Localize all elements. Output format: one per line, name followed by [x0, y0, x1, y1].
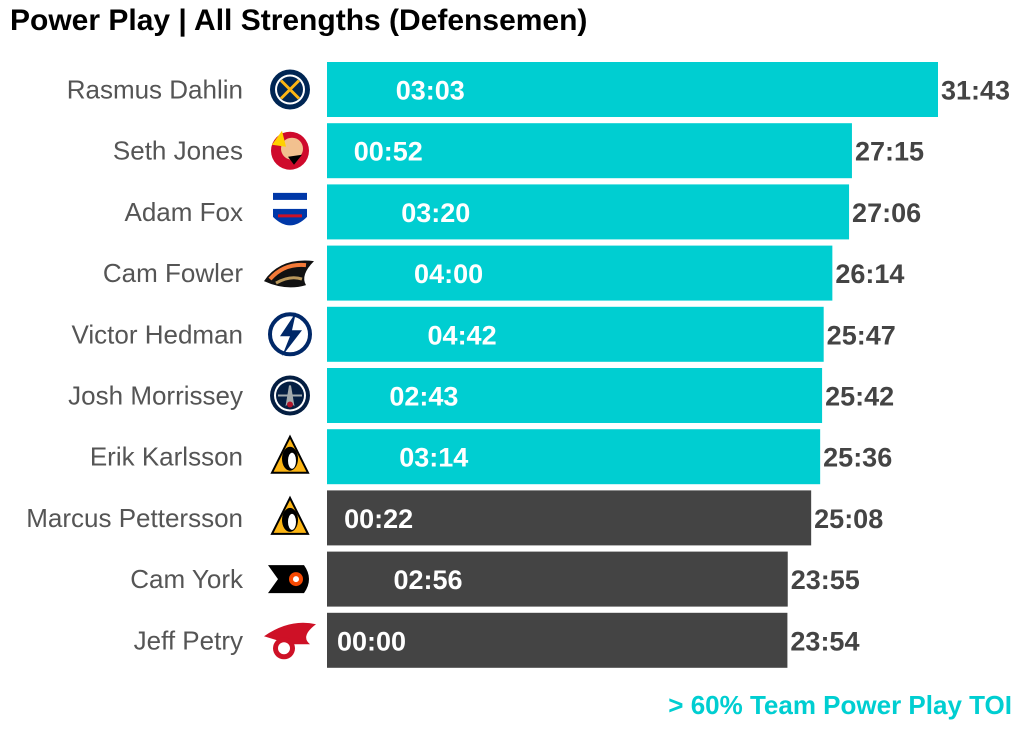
player-name-label: Erik Karlsson — [90, 442, 243, 472]
player-name-label: Rasmus Dahlin — [67, 75, 243, 105]
bar-total-value-label: 27:15 — [855, 137, 924, 167]
red-wings-logo-icon — [264, 622, 316, 660]
lightning-logo-icon — [268, 312, 312, 357]
bar-cam-york — [327, 551, 788, 607]
sabres-logo-icon — [270, 69, 310, 110]
blackhawks-logo-icon — [271, 130, 309, 170]
bar-inner-value-label: 04:42 — [428, 320, 497, 350]
bar-total-value-label: 25:47 — [827, 320, 896, 350]
player-name-label: Jeff Petry — [134, 625, 243, 655]
player-name-label: Josh Morrissey — [68, 381, 243, 411]
bar-inner-value-label: 04:00 — [414, 259, 483, 289]
bar-inner-value-label: 00:52 — [354, 137, 423, 167]
flyers-logo-icon — [268, 565, 309, 594]
bar-inner-value-label: 03:14 — [399, 443, 468, 473]
bar-seth-jones — [327, 123, 852, 179]
chart-title: Power Play | All Strengths (Defensemen) — [10, 4, 588, 37]
bar-josh-morrissey — [327, 368, 823, 423]
bar-total-value-label: 23:54 — [790, 626, 859, 656]
bar-total-value-label: 25:08 — [814, 504, 883, 534]
bar-jeff-petry — [327, 612, 788, 668]
bar-chart: Rasmus Dahlin 03:03 31:43 Seth Jones 00:52 27… — [26, 62, 1010, 668]
jets-logo-icon — [270, 375, 310, 416]
bar-marcus-pettersson — [327, 490, 812, 546]
bar-total-value-label: 27:06 — [852, 198, 921, 228]
player-name-label: Cam Fowler — [103, 258, 243, 288]
bar-total-value-label: 31:43 — [941, 76, 1010, 106]
bar-cam-fowler — [327, 245, 833, 301]
player-name-label: Cam York — [130, 564, 244, 594]
bar-adam-fox — [327, 184, 850, 240]
player-name-label: Marcus Pettersson — [26, 503, 243, 533]
bar-inner-value-label: 00:22 — [344, 504, 413, 534]
bar-total-value-label: 25:42 — [825, 382, 894, 412]
bar-total-value-label: 25:36 — [823, 443, 892, 473]
bar-victor-hedman — [327, 306, 824, 362]
bar-erik-karlsson — [327, 429, 821, 485]
penguins-logo-icon — [270, 495, 310, 535]
ducks-logo-icon — [264, 260, 314, 288]
bar-total-value-label: 23:55 — [791, 565, 860, 595]
rangers-logo-icon — [273, 192, 307, 226]
player-name-label: Adam Fox — [125, 197, 244, 227]
penguins-logo-icon — [270, 434, 310, 474]
bar-inner-value-label: 00:00 — [337, 626, 406, 656]
bar-inner-value-label: 03:03 — [396, 76, 465, 106]
bar-rasmus-dahlin — [327, 62, 938, 117]
player-name-label: Victor Hedman — [72, 319, 244, 349]
bar-total-value-label: 26:14 — [835, 259, 904, 289]
bar-inner-value-label: 02:56 — [394, 565, 463, 595]
bar-inner-value-label: 02:43 — [389, 382, 458, 412]
player-name-label: Seth Jones — [113, 136, 243, 166]
highlight-legend-note: > 60% Team Power Play TOI — [668, 690, 1012, 720]
bar-inner-value-label: 03:20 — [401, 198, 470, 228]
